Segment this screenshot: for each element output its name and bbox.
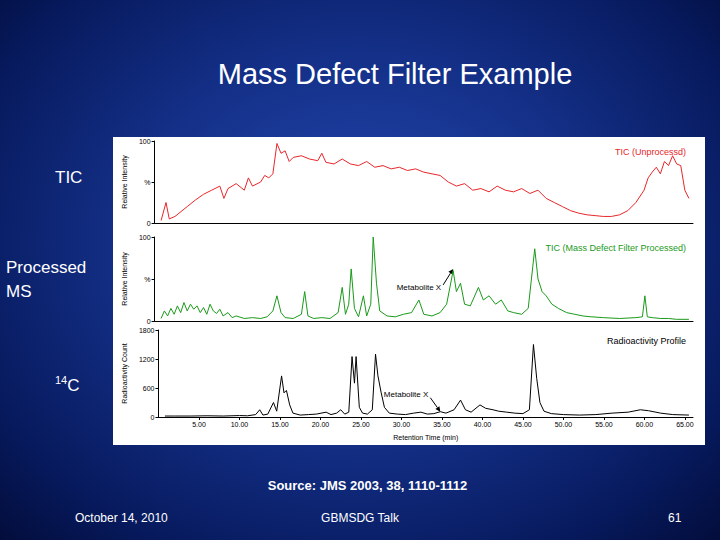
html-text:Mass Defect Filter Example: Mass Defect Filter Example	[217, 58, 573, 90]
svg-text:50.00: 50.00	[555, 421, 573, 428]
svg-text:Radioactivity Profile: Radioactivity Profile	[607, 336, 686, 346]
svg-text:600: 600	[143, 385, 155, 392]
svg-text:0: 0	[147, 318, 151, 325]
html-text:TIC: TIC	[55, 168, 83, 187]
svg-text:TIC (Unprocessd): TIC (Unprocessd)	[615, 147, 686, 157]
svg-text:65.00: 65.00	[676, 421, 694, 428]
html-text:Processed MS: Processed MS	[6, 258, 87, 301]
svg-text:10.00: 10.00	[231, 421, 249, 428]
svg-text:TIC (Mass Defect Filter Proces: TIC (Mass Defect Filter Processed)	[545, 243, 686, 253]
svg-text:Metabolite X: Metabolite X	[384, 390, 429, 399]
html-text:Source: JMS 2003, 38, 1110-111: Source: JMS 2003, 38, 1110-1112	[267, 478, 468, 493]
svg-text:100: 100	[139, 234, 151, 241]
svg-text:%: %	[144, 179, 150, 186]
svg-text:60.00: 60.00	[636, 421, 654, 428]
svg-text:25.00: 25.00	[352, 421, 370, 428]
svg-text:1200: 1200	[139, 356, 155, 363]
svg-text:30.00: 30.00	[393, 421, 411, 428]
svg-text:0: 0	[151, 414, 155, 421]
svg-text:%: %	[144, 276, 150, 283]
html-text:GBMSDG Talk: GBMSDG Talk	[321, 511, 399, 525]
html-text:October 14, 2010: October 14, 2010	[75, 511, 168, 525]
svg-text:Retention Time (min): Retention Time (min)	[393, 434, 458, 442]
svg-text:1800: 1800	[139, 327, 155, 334]
svg-text:Relative Intensity: Relative Intensity	[121, 252, 129, 306]
svg-text:Metabolite X: Metabolite X	[397, 283, 442, 292]
svg-text:100: 100	[139, 138, 151, 145]
svg-text:5.00: 5.00	[192, 421, 206, 428]
svg-text:40.00: 40.00	[474, 421, 492, 428]
html-text:14C: 14C	[55, 374, 80, 395]
svg-text:Radioactivity Count: Radioactivity Count	[121, 343, 129, 403]
svg-text:15.00: 15.00	[271, 421, 289, 428]
svg-text:35.00: 35.00	[433, 421, 451, 428]
html-text:61: 61	[668, 511, 682, 525]
svg-text:20.00: 20.00	[312, 421, 330, 428]
svg-text:45.00: 45.00	[514, 421, 532, 428]
svg-text:55.00: 55.00	[595, 421, 613, 428]
svg-text:Relative Intensity: Relative Intensity	[121, 155, 129, 209]
svg-text:0: 0	[147, 220, 151, 227]
